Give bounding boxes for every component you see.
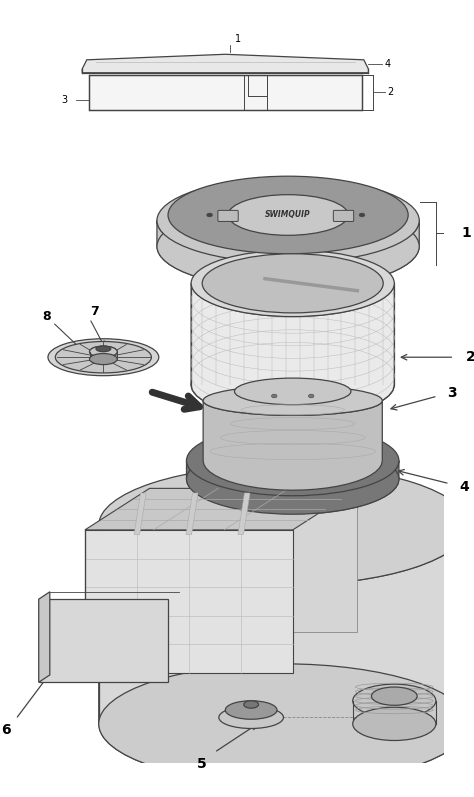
Text: 5: 5	[197, 756, 207, 771]
Ellipse shape	[353, 707, 436, 740]
Ellipse shape	[55, 341, 151, 373]
Ellipse shape	[228, 194, 348, 235]
Text: 2: 2	[466, 350, 474, 364]
Ellipse shape	[203, 386, 383, 415]
Polygon shape	[85, 489, 357, 530]
Polygon shape	[99, 525, 468, 783]
Ellipse shape	[372, 687, 417, 705]
Text: 4: 4	[384, 60, 390, 69]
Ellipse shape	[353, 684, 436, 717]
Polygon shape	[39, 592, 50, 682]
Ellipse shape	[157, 204, 419, 289]
Ellipse shape	[207, 213, 212, 217]
Ellipse shape	[191, 250, 394, 316]
Text: 1: 1	[235, 34, 241, 44]
Ellipse shape	[186, 426, 399, 496]
Ellipse shape	[186, 444, 399, 514]
Ellipse shape	[99, 465, 468, 585]
Ellipse shape	[90, 346, 117, 357]
Polygon shape	[186, 493, 198, 535]
Ellipse shape	[219, 706, 283, 728]
Ellipse shape	[309, 395, 314, 398]
Ellipse shape	[202, 253, 383, 313]
Ellipse shape	[96, 346, 111, 351]
Polygon shape	[238, 493, 250, 535]
Text: 7: 7	[90, 304, 99, 317]
Polygon shape	[82, 54, 368, 73]
Text: 8: 8	[42, 310, 50, 323]
Polygon shape	[186, 461, 399, 514]
Ellipse shape	[48, 339, 159, 375]
Ellipse shape	[272, 395, 277, 398]
Ellipse shape	[191, 351, 394, 418]
Polygon shape	[85, 530, 293, 673]
FancyBboxPatch shape	[333, 210, 354, 222]
Polygon shape	[39, 599, 168, 682]
Ellipse shape	[90, 346, 117, 357]
Text: 2: 2	[387, 87, 393, 97]
Polygon shape	[134, 493, 146, 535]
Text: 1: 1	[462, 226, 472, 241]
Text: 6: 6	[1, 724, 11, 737]
Text: 3: 3	[447, 387, 456, 400]
Text: 3: 3	[61, 96, 67, 105]
Text: 4: 4	[459, 480, 469, 493]
FancyBboxPatch shape	[218, 210, 238, 222]
Polygon shape	[157, 221, 419, 289]
Ellipse shape	[244, 701, 258, 709]
Polygon shape	[191, 283, 394, 418]
Ellipse shape	[168, 176, 408, 253]
Text: SWIMQUIP: SWIMQUIP	[265, 210, 311, 219]
Polygon shape	[89, 75, 362, 110]
Ellipse shape	[90, 354, 117, 364]
Polygon shape	[203, 401, 383, 490]
Ellipse shape	[99, 664, 468, 784]
Ellipse shape	[235, 378, 351, 405]
Ellipse shape	[225, 701, 277, 719]
Ellipse shape	[157, 178, 419, 263]
Ellipse shape	[359, 213, 365, 217]
Polygon shape	[150, 489, 357, 631]
